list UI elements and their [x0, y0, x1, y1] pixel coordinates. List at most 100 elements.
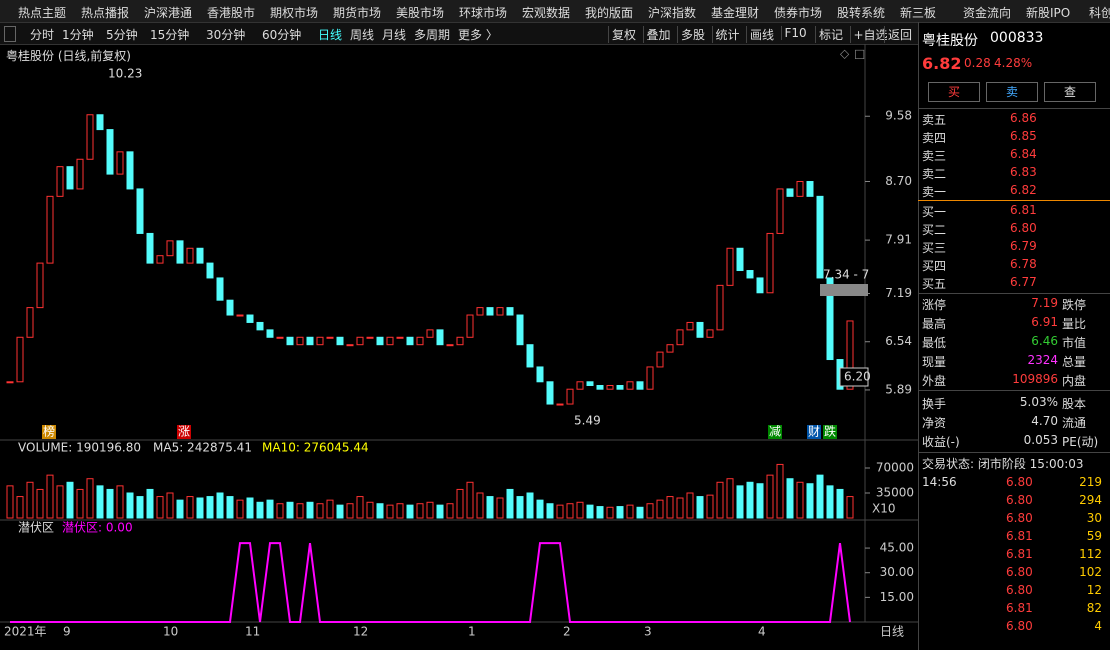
candle [346, 344, 354, 347]
candle [846, 320, 854, 390]
menu-item[interactable]: 热点播报 [81, 6, 130, 20]
stock-header: 粤桂股份 (日线,前复权) [6, 49, 131, 63]
candle [106, 129, 114, 175]
period-tab[interactable]: 60分钟 [262, 28, 302, 42]
candle [416, 336, 424, 346]
menu-item[interactable]: 热点主题 [18, 6, 67, 20]
tool-button[interactable]: 返回 [884, 26, 912, 43]
menu-item[interactable]: 股转系统 [837, 6, 886, 20]
candle [356, 336, 364, 346]
candle [456, 336, 464, 346]
candle [316, 336, 324, 346]
menu-item[interactable]: 期权市场 [270, 6, 319, 20]
trade-button[interactable]: 卖 [986, 82, 1038, 102]
volume-bar [676, 497, 684, 519]
menu-item[interactable]: 科创板 [1089, 6, 1110, 20]
volume-bar [786, 478, 794, 519]
candle [676, 329, 684, 346]
volume-bar [176, 499, 184, 519]
menu-item[interactable]: 我的版面 [585, 6, 634, 20]
volume-bar [196, 497, 204, 519]
y-tick-label: 45.00 [880, 541, 914, 555]
period-tab[interactable]: 月线 [382, 28, 407, 42]
period-tab[interactable]: 5分钟 [106, 28, 138, 42]
candle [126, 151, 134, 190]
icon [4, 26, 16, 42]
menu-item[interactable]: 环球市场 [459, 6, 508, 20]
stat-label: 跌停 [1062, 298, 1087, 312]
period-tab[interactable]: 30分钟 [206, 28, 246, 42]
period-tab[interactable]: 15分钟 [150, 28, 190, 42]
menu-item[interactable]: 债券市场 [774, 6, 823, 20]
volume-bar [276, 503, 284, 519]
candle [556, 403, 564, 406]
period-tab[interactable]: 分时 [30, 28, 55, 42]
trade-button[interactable]: 买 [928, 82, 980, 102]
period-tab[interactable]: 1分钟 [62, 28, 94, 42]
y-tick-label: 70000 [876, 461, 914, 475]
tick-price: 6.80 [1006, 511, 1033, 525]
menu-item[interactable]: 沪深指数 [648, 6, 697, 20]
icon[interactable]: □ [854, 47, 865, 61]
candle [466, 314, 474, 338]
menu-item[interactable]: 新三板 [900, 6, 937, 20]
tool-button[interactable]: 复权 [608, 26, 636, 43]
candle [226, 299, 234, 316]
period-label: 日线 [880, 625, 904, 639]
marker: 财 [808, 425, 820, 439]
tool-button[interactable]: 标记 [815, 26, 843, 43]
volume-bar [776, 463, 784, 519]
volume-bar [66, 481, 74, 519]
volume-bar [426, 501, 434, 519]
y-tick-label: 6.54 [885, 334, 912, 348]
candle [266, 329, 274, 338]
candle [56, 166, 64, 197]
y-tick-label: 7.19 [885, 286, 912, 300]
candle [326, 336, 334, 339]
candle [776, 188, 784, 234]
tick-price: 6.80 [1006, 475, 1033, 489]
tool-button[interactable]: 叠加 [642, 26, 671, 43]
menu-item[interactable]: 宏观数据 [522, 6, 571, 20]
tick-price: 6.80 [1006, 619, 1033, 633]
menu-item[interactable]: 沪深港通 [144, 6, 193, 20]
annotation: 5.49 [574, 414, 601, 428]
tool-button[interactable]: 多股 [677, 26, 705, 43]
candle [66, 166, 74, 190]
tick-volume: 59 [1086, 529, 1102, 543]
tick-price: 6.80 [1006, 493, 1033, 507]
menu-item[interactable]: 期货市场 [333, 6, 382, 20]
volume-bar [466, 481, 474, 519]
volume-bar [416, 503, 424, 519]
candle [626, 381, 634, 390]
volume-bar [556, 504, 564, 519]
marker-box [768, 425, 782, 439]
volume-bar [736, 485, 744, 519]
trade-button[interactable]: 查 [1044, 82, 1096, 102]
period-tab[interactable]: 多周期 [414, 28, 451, 42]
stock-name: 粤桂股份 [922, 33, 978, 49]
tick-price: 6.80 [1006, 583, 1033, 597]
stat-value: 5.03% [1019, 395, 1058, 409]
tool-button[interactable]: F10 [780, 26, 807, 40]
menu-item[interactable]: 新股IPO [1026, 6, 1071, 20]
volume-bar [216, 492, 224, 519]
menu-item[interactable]: 资金流向 [963, 6, 1012, 20]
y-tick-label: 15.00 [880, 590, 914, 604]
x-tick-label: 3 [644, 625, 652, 639]
icon[interactable]: ◇ [840, 47, 850, 61]
tool-button[interactable]: +自选 [849, 26, 888, 43]
tool-button[interactable]: 画线 [746, 26, 774, 43]
menu-item[interactable]: 美股市场 [396, 6, 445, 20]
period-tab[interactable]: 更多 〉 [458, 28, 498, 42]
period-tab[interactable]: 日线 [318, 28, 343, 42]
volume-bar [716, 481, 724, 519]
period-tab[interactable]: 周线 [350, 28, 375, 42]
volume-bar [386, 504, 394, 519]
candle [146, 232, 154, 264]
tool-button[interactable]: 统计 [711, 26, 740, 43]
candle [426, 329, 434, 338]
menu-item[interactable]: 香港股市 [207, 6, 256, 20]
menu-item[interactable]: 基金理财 [711, 6, 760, 20]
candle [376, 336, 384, 346]
